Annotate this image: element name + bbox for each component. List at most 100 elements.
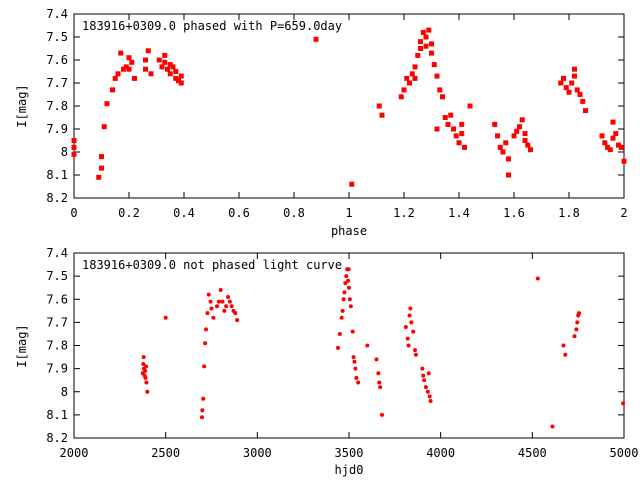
data-point <box>420 366 425 371</box>
light-curve-x-axis-label: hjd0 <box>335 463 364 477</box>
data-point <box>143 57 148 63</box>
data-point <box>425 389 430 394</box>
phased-y-ticks: 7.4 7.5 7.6 7.7 7.8 7.9 8 8.1 8.2 <box>46 7 624 205</box>
data-point <box>101 124 107 130</box>
data-point <box>156 57 162 63</box>
phased-x-tick-label: 1.4 <box>448 206 470 220</box>
data-point <box>440 94 445 100</box>
data-point <box>229 304 234 309</box>
phased-y-tick-label: 7.8 <box>46 99 68 113</box>
data-point <box>200 408 205 413</box>
data-point <box>201 396 206 401</box>
light-curve-y-tick-label: 7.8 <box>46 339 68 353</box>
phased-x-tick-label: 1.8 <box>558 206 580 220</box>
light-curve-x-ticks: 2000 2500 3000 3500 4000 4500 5000 <box>60 253 639 460</box>
light-curve-y-axis-label: I[mag] <box>15 324 29 367</box>
data-point <box>405 336 410 341</box>
data-point <box>448 112 454 118</box>
data-point <box>211 315 216 320</box>
data-point <box>467 103 473 109</box>
data-point <box>121 66 126 72</box>
data-point <box>144 364 149 369</box>
data-point <box>522 131 528 137</box>
data-point <box>167 71 173 77</box>
data-point <box>202 364 207 369</box>
data-point <box>99 165 104 171</box>
data-point <box>354 375 359 380</box>
data-point <box>506 156 511 162</box>
data-point <box>143 375 148 380</box>
data-point <box>143 368 148 373</box>
data-point <box>71 138 77 143</box>
data-point <box>506 172 511 178</box>
light-curve-chart-title: 183916+0309.0 not phased light curve <box>82 258 342 272</box>
phased-y-tick-label: 7.9 <box>46 122 68 136</box>
data-point <box>607 147 613 153</box>
data-point <box>424 385 428 390</box>
data-point <box>226 294 230 299</box>
data-point <box>404 75 410 81</box>
data-point <box>199 415 204 420</box>
data-point <box>434 73 440 79</box>
data-point <box>500 149 506 155</box>
data-point <box>347 285 351 290</box>
data-point <box>550 424 555 429</box>
light-curve-y-tick-label: 7.4 <box>46 246 68 260</box>
light-curve-points <box>140 267 626 429</box>
light-curve-y-tick-label: 8.1 <box>46 408 68 422</box>
data-point <box>577 92 583 97</box>
data-point <box>110 87 115 93</box>
data-point <box>621 158 627 164</box>
data-point <box>144 380 149 385</box>
data-point <box>112 75 118 81</box>
data-point <box>426 371 431 376</box>
phased-x-tick-label: 0 <box>70 206 77 220</box>
data-point <box>429 50 434 56</box>
data-point <box>442 115 448 120</box>
data-point <box>99 154 104 160</box>
data-point <box>616 142 621 148</box>
data-point <box>451 126 456 132</box>
phased-y-axis-label: I[mag] <box>15 84 29 127</box>
data-point <box>409 320 414 325</box>
data-point <box>583 108 588 114</box>
data-point <box>563 85 569 91</box>
data-point <box>580 98 586 104</box>
data-point <box>408 306 413 311</box>
data-point <box>561 343 566 348</box>
data-point <box>178 80 184 86</box>
data-point <box>340 308 345 313</box>
data-point <box>215 304 219 309</box>
data-point <box>421 373 426 378</box>
data-point <box>336 345 340 350</box>
data-point <box>379 112 385 118</box>
data-point <box>561 75 566 81</box>
data-point <box>563 352 568 357</box>
light-curve-y-tick-label: 7.9 <box>46 362 68 376</box>
data-point <box>104 101 110 107</box>
data-point <box>209 306 214 311</box>
phased-x-tick-label: 1.6 <box>503 206 525 220</box>
data-point <box>162 59 168 65</box>
data-point <box>572 66 577 72</box>
data-point <box>602 140 608 146</box>
data-point <box>445 121 451 127</box>
phased-y-tick-label: 8 <box>61 145 68 159</box>
light-curve-x-tick-label: 5000 <box>610 446 639 460</box>
data-point <box>167 62 173 68</box>
data-point <box>204 327 208 332</box>
data-point <box>415 52 421 58</box>
data-point <box>222 308 227 313</box>
data-point <box>235 318 240 323</box>
data-point <box>206 292 211 297</box>
data-point <box>380 412 384 417</box>
phased-x-tick-label: 0.4 <box>173 206 195 220</box>
phased-chart: 183916+0309.0 phased with P=659.0day pha… <box>15 7 628 238</box>
data-point <box>503 140 509 146</box>
data-point <box>428 399 433 403</box>
phased-y-tick-label: 8.2 <box>46 191 68 205</box>
data-point <box>423 43 429 49</box>
data-point <box>173 69 179 74</box>
data-point <box>621 401 626 406</box>
data-point <box>574 87 580 93</box>
